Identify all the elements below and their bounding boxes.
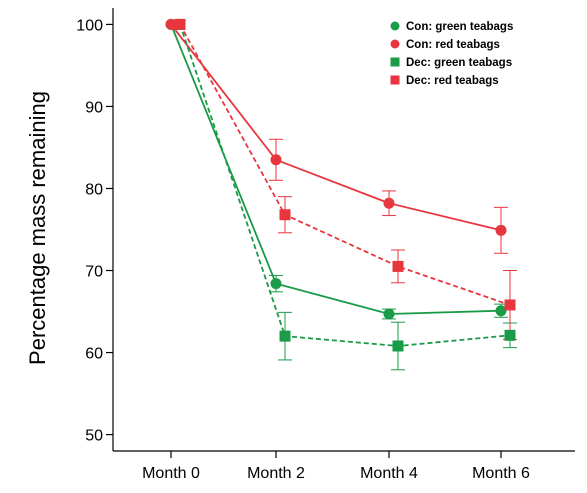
legend-marker: [390, 21, 400, 31]
series-line: [179, 23, 511, 306]
data-point: [270, 154, 282, 166]
legend-marker: [390, 75, 400, 85]
x-tick-label: Month 0: [142, 465, 200, 482]
legend: Con: green teabags Con: red teabags Dec: g…: [390, 21, 513, 87]
legend-marker: [390, 39, 400, 49]
data-point: [504, 299, 516, 311]
x-tick-label: Month 4: [360, 465, 418, 482]
data-point: [383, 197, 395, 209]
series-line: [179, 24, 511, 347]
series-line: [170, 23, 502, 232]
x-tick-label: Month 6: [472, 465, 530, 482]
legend-marker: [390, 57, 400, 67]
y-tick-label: 80: [85, 181, 103, 198]
y-tick-label: 100: [76, 17, 103, 34]
x-tick-label: Month 2: [247, 465, 305, 482]
data-point: [279, 330, 291, 342]
series-markers: [165, 18, 516, 352]
y-tick-label: 90: [85, 99, 103, 116]
data-point: [279, 209, 291, 221]
legend-label: Con: green teabags: [406, 21, 513, 33]
data-point: [392, 340, 404, 352]
legend-label: Dec: red teabags: [406, 75, 499, 87]
y-tick-label: 60: [85, 346, 103, 363]
data-point: [392, 260, 404, 272]
legend-label: Dec: green teabags: [406, 57, 512, 69]
y-tick-label: 70: [85, 264, 103, 281]
y-axis-label: Percentage mass remaining: [25, 91, 50, 365]
error-bars: [269, 138, 517, 371]
y-tick-label: 50: [85, 428, 103, 445]
data-point: [174, 18, 186, 30]
axes: 50 60 70 80 90 100 Month 0 Month 2 Month 4 Month …: [76, 8, 575, 482]
data-point: [495, 305, 507, 317]
data-point: [165, 18, 177, 30]
data-point: [270, 278, 282, 290]
legend-label: Con: red teabags: [406, 39, 500, 51]
data-point: [383, 308, 395, 320]
series-lines: [170, 23, 511, 347]
data-point: [504, 329, 516, 341]
data-point: [495, 224, 507, 236]
